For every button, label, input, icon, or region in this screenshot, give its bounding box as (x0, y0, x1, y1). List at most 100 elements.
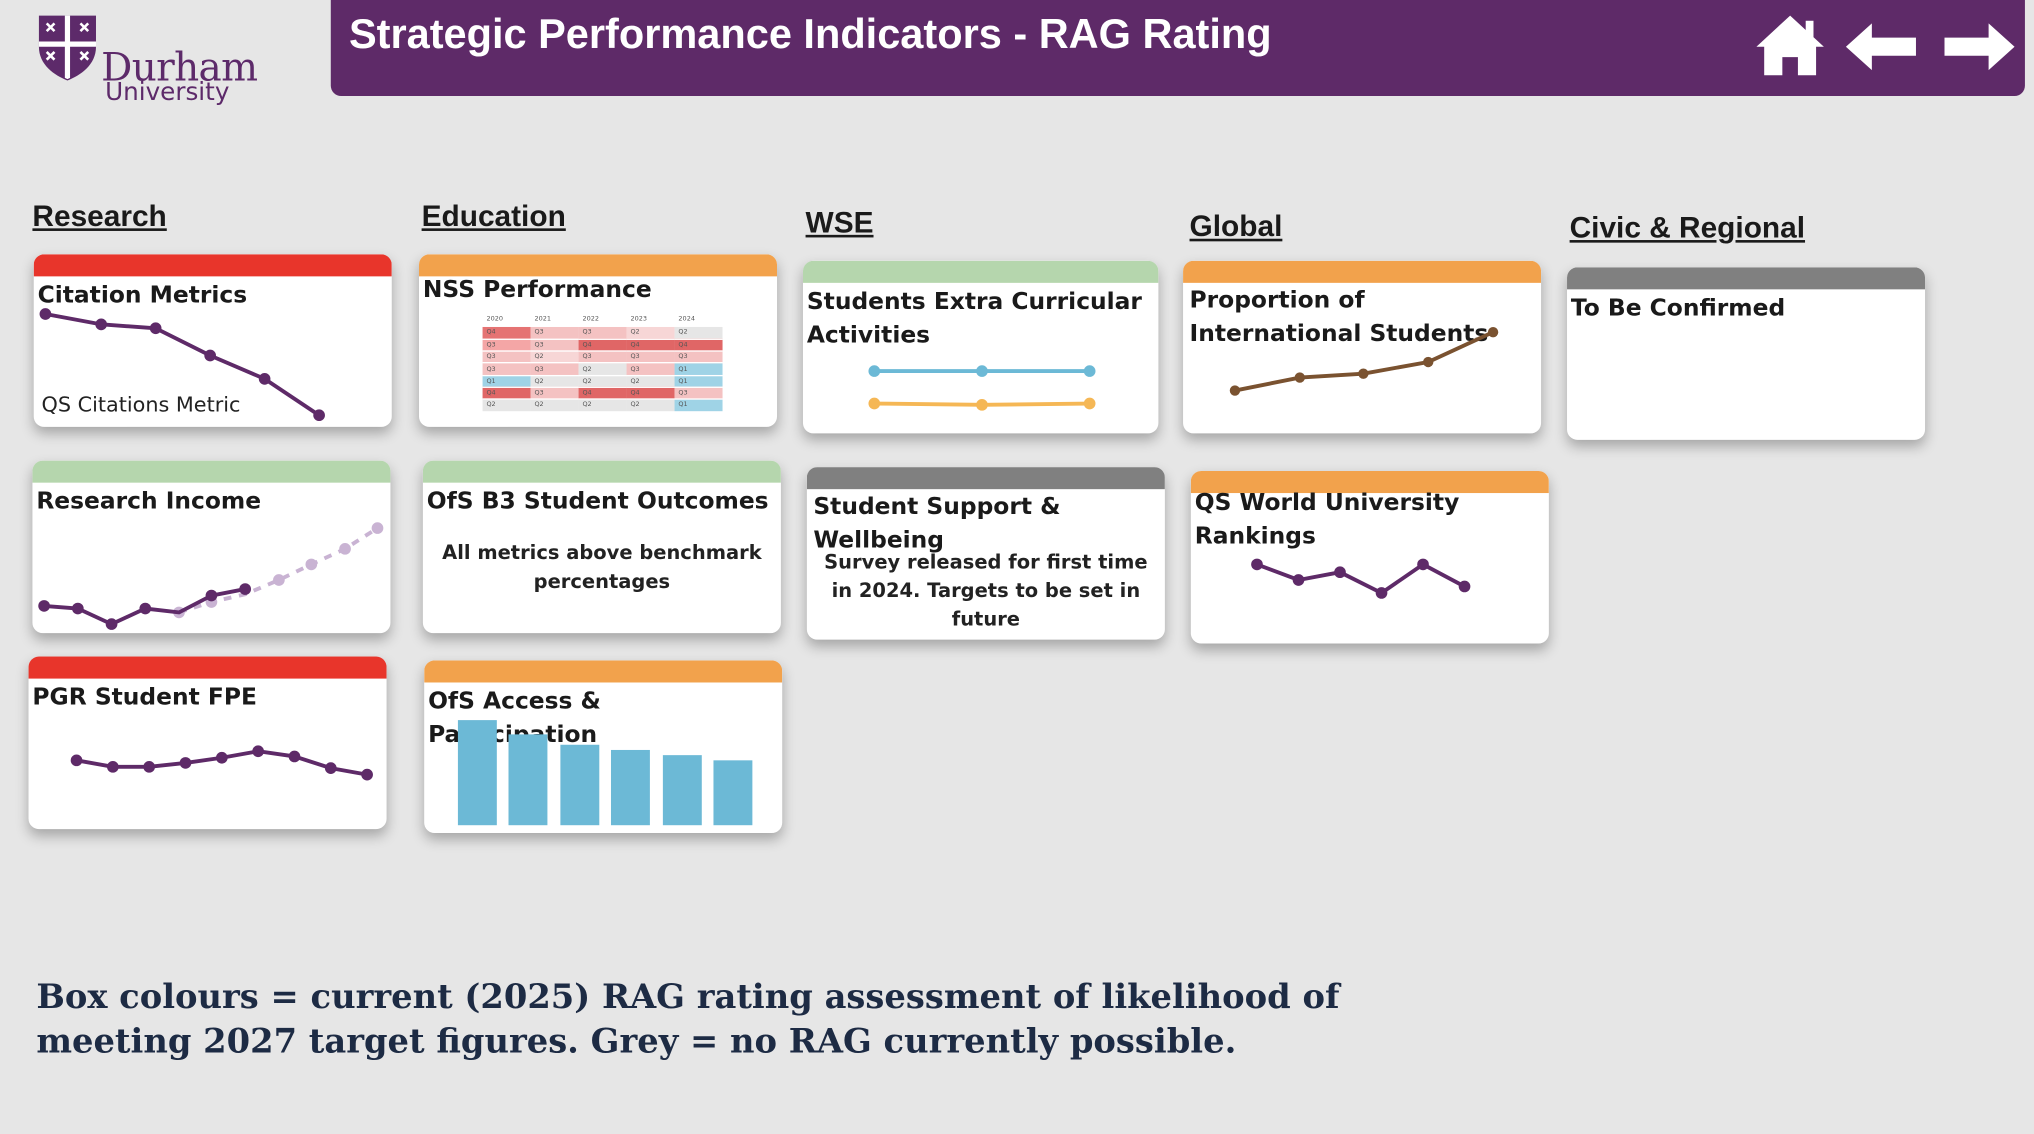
rag-legend-note: Box colours = current (2025) RAG rating … (36, 978, 1340, 1062)
nss-cell: Q2 (578, 363, 627, 376)
nss-table-row: Q4 Q3 Q3 Q2 Q2 (482, 326, 723, 340)
nss-cell: Q1 (482, 375, 531, 388)
rag-bar (33, 254, 392, 277)
nss-heatmap-table: 2020 2021 2022 2023 2024 Q4 Q3 Q3 Q2 Q2 Q3 Q3 Q4 Q4 Q4… (482, 311, 723, 413)
card-body-text: All metrics above benchmark percentages (442, 541, 762, 593)
card-to-be-confirmed[interactable]: To Be Confirmed (1567, 267, 1926, 440)
nss-cell: Q3 (482, 339, 531, 352)
nss-cell: Q2 (530, 351, 579, 364)
card-title: Citation Metrics (37, 281, 248, 309)
card-title: Proportion of International Students (1189, 286, 1489, 348)
nss-cell: Q4 (626, 387, 675, 401)
nss-cell: Q3 (530, 339, 579, 352)
rag-bar (1183, 260, 1542, 283)
rag-bar (28, 656, 387, 679)
nss-table-row: Q2 Q2 Q2 Q2 Q1 (482, 399, 723, 413)
card-research-income[interactable]: Research Income (32, 460, 391, 634)
card-students-extra-curricular[interactable]: Students Extra Curricular Activities (802, 260, 1159, 434)
card-citation-metrics[interactable]: Citation Metrics QS Citations Metric (33, 254, 392, 427)
citation-sparkline (39, 308, 325, 422)
nss-cell: Q2 (674, 326, 723, 340)
rag-bar (422, 460, 781, 483)
nss-cell: Q3 (530, 326, 579, 340)
nss-cell: Q3 (626, 351, 675, 364)
column-heading-civic-regional[interactable]: Civic & Regional (1569, 210, 1806, 244)
arrow-right-icon (1944, 23, 2015, 71)
home-icon (1756, 15, 1824, 76)
column-heading-education[interactable]: Education (421, 198, 566, 233)
card-ofs-b3-student-outcomes[interactable]: OfS B3 Student Outcomes All metrics abov… (422, 460, 781, 634)
nss-heatmap: 2020 2021 2022 2023 2024 Q4 Q3 Q3 Q2 Q2 Q3 Q3 Q4 Q4 Q4… (482, 311, 724, 425)
card-title: Students Extra Curricular Activities (806, 288, 1142, 350)
home-button[interactable] (1753, 10, 1828, 85)
card-title: NSS Performance (422, 276, 652, 304)
card-qs-world-university-rankings[interactable]: QS World University Rankings (1190, 470, 1549, 644)
nss-table-row: Q3 Q3 Q4 Q4 Q4 (482, 339, 723, 352)
nss-year-header: 2022 (582, 315, 599, 324)
nss-cell: Q1 (674, 375, 723, 388)
nss-cell: Q4 (626, 339, 675, 352)
card-title: To Be Confirmed (1570, 294, 1786, 322)
logo-name: Durham (101, 45, 258, 91)
nss-year-header: 2023 (630, 315, 647, 324)
university-logo: Durham University (36, 13, 282, 117)
logo-subtitle: University (105, 77, 230, 107)
card-title: QS World University Rankings (1194, 489, 1460, 551)
card-ofs-access-participation[interactable]: OfS Access & Participation (424, 660, 783, 833)
nss-year-header: 2021 (534, 315, 551, 324)
nss-table-row: Q3 Q2 Q3 Q3 Q3 (482, 351, 723, 364)
nss-year-header: 2020 (486, 315, 503, 324)
rag-bar (424, 660, 783, 683)
nss-cell: Q2 (578, 375, 627, 388)
column-heading-global[interactable]: Global (1189, 208, 1283, 243)
nss-year-header: 2024 (678, 315, 695, 324)
nss-cell: Q3 (578, 326, 627, 340)
nss-cell: Q2 (626, 326, 675, 340)
card-title: Research Income (36, 487, 262, 516)
page-title: Strategic Performance Indicators - RAG R… (348, 10, 1272, 58)
nss-cell: Q2 (530, 399, 579, 413)
forward-button[interactable] (1942, 18, 2017, 80)
nss-cell: Q3 (530, 387, 579, 401)
nss-cell: Q3 (482, 351, 531, 364)
rag-bar (806, 467, 1165, 490)
column-heading-research[interactable]: Research (32, 198, 167, 233)
card-title: OfS B3 Student Outcomes (426, 487, 769, 516)
nss-cell: Q3 (674, 387, 723, 401)
card-title: PGR Student FPE (32, 683, 257, 712)
rag-bar (1190, 470, 1549, 494)
header-banner: Strategic Performance Indicators - RAG R… (330, 0, 2025, 97)
nss-cell: Q2 (530, 375, 579, 388)
nss-table-row: Q3 Q3 Q2 Q3 Q1 (482, 363, 723, 376)
arrow-left-icon (1845, 23, 1916, 71)
nss-cell: Q4 (578, 339, 627, 352)
crest-icon (38, 15, 96, 81)
ofs-access-bars (457, 720, 753, 826)
card-title: Student Support & Wellbeing (813, 493, 1061, 555)
international-sparkline (1229, 326, 1499, 396)
nss-cell: Q3 (626, 363, 675, 376)
card-student-support-wellbeing[interactable]: Student Support & Wellbeing Survey relea… (806, 467, 1165, 640)
nss-cell: Q2 (626, 375, 675, 388)
nss-cell: Q4 (578, 387, 627, 401)
nss-cell: Q4 (482, 387, 531, 401)
pgr-sparkline (70, 745, 373, 781)
nss-cell: Q2 (626, 399, 675, 413)
nss-table-row: Q1 Q2 Q2 Q2 Q1 (482, 375, 723, 388)
nss-cell: Q2 (578, 399, 627, 413)
card-body-text: Survey released for first time in 2024. … (824, 550, 1148, 631)
research-income-sparkline (38, 522, 384, 630)
column-heading-wse[interactable]: WSE (805, 205, 874, 239)
extra-curricular-sparkline (868, 365, 1096, 411)
card-international-students[interactable]: Proportion of International Students (1183, 260, 1542, 434)
card-pgr-student-fpe[interactable]: PGR Student FPE (28, 656, 387, 830)
rag-bar (32, 460, 391, 483)
nss-table-row: Q4 Q3 Q4 Q4 Q3 (482, 387, 723, 401)
nss-cell: Q4 (674, 339, 723, 352)
nss-cell: Q4 (482, 326, 531, 340)
nss-cell: Q3 (482, 363, 531, 376)
qs-rankings-sparkline (1251, 558, 1471, 599)
back-button[interactable] (1843, 18, 1918, 80)
citation-metric-label: QS Citations Metric (41, 391, 241, 417)
